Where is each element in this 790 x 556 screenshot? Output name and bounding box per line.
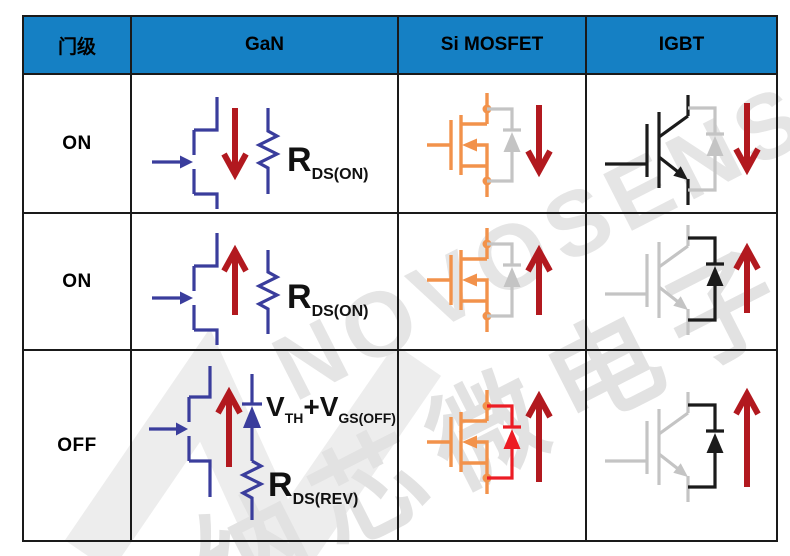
antiparallel-diode-conducting (688, 403, 724, 489)
si-mosfet-on-reverse-cell (399, 214, 587, 351)
vth-vgsoff-label: VTH+VGS(OFF) (266, 391, 396, 426)
current-arrow-up-icon (525, 244, 553, 315)
igbt-off-cell (587, 351, 776, 540)
body-diode-inactive (487, 107, 521, 183)
antiparallel-diode-conducting (688, 236, 724, 322)
rdsrev-resistor-symbol (239, 459, 265, 520)
nmos-symbol (427, 228, 492, 332)
nmos-symbol (427, 93, 492, 197)
current-arrow-up-icon (215, 386, 243, 467)
si-mosfet-on-forward-cell (399, 75, 587, 214)
current-arrow-up-icon (733, 242, 761, 313)
current-arrow-up-icon (221, 244, 249, 315)
igbt-symbol-inactive (605, 225, 690, 335)
gan-off-cell: VTH+VGS(OFF) RDS(REV) (132, 351, 399, 540)
igbt-on-forward-cell (587, 75, 776, 214)
gan-on-reverse-cell: RDS(ON) (132, 214, 399, 351)
body-diode-inactive (487, 242, 521, 318)
igbt-symbol-inactive (605, 392, 690, 502)
igbt-symbol-active (605, 95, 690, 205)
igbt-on-reverse-cell (587, 214, 776, 351)
rdson-label: RDS(ON) (287, 278, 368, 320)
comparison-table: 门级 GaN Si MOSFET IGBT ON (22, 15, 778, 542)
rdson-resistor-symbol (255, 250, 281, 334)
current-arrow-down-icon (525, 105, 553, 178)
header-gate-level: 门级 (24, 17, 132, 75)
gan-hemt-symbol (149, 366, 212, 497)
current-arrow-up-icon (525, 390, 553, 482)
nmos-symbol (427, 390, 492, 494)
body-diode-conducting (487, 404, 521, 480)
gan-hemt-symbol (152, 233, 219, 345)
rdsrev-label: RDS(REV) (268, 466, 358, 508)
current-arrow-down-icon (221, 108, 249, 181)
header-gan: GaN (132, 17, 399, 75)
header-igbt: IGBT (587, 17, 776, 75)
rdson-label: RDS(ON) (287, 141, 368, 183)
current-arrow-down-icon (733, 103, 761, 176)
gate-state-row3: OFF (24, 351, 132, 540)
gan-hemt-symbol (152, 97, 219, 209)
gan-on-forward-cell: RDS(ON) (132, 75, 399, 214)
gate-state-row2: ON (24, 214, 132, 351)
current-arrow-up-icon (733, 387, 761, 487)
header-si-mosfet: Si MOSFET (399, 17, 587, 75)
gate-state-row1: ON (24, 75, 132, 214)
antiparallel-diode-inactive (688, 106, 724, 192)
si-mosfet-off-cell (399, 351, 587, 540)
rdson-resistor-symbol (255, 108, 281, 194)
vth-diode-symbol (242, 374, 262, 461)
